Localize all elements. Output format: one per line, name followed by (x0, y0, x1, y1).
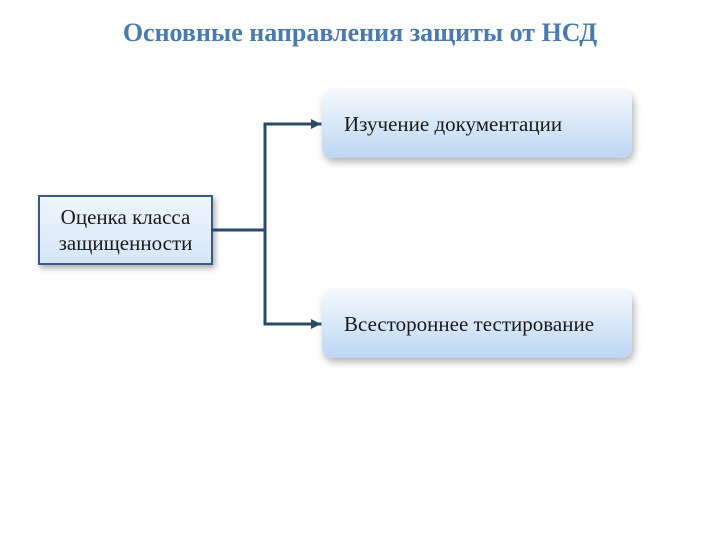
page-title: Основные направления защиты от НСД (0, 18, 720, 48)
root-node-label: Оценка классазащищенности (59, 204, 193, 257)
root-node: Оценка классазащищенности (38, 195, 213, 265)
child-node: Изучение документации (322, 90, 632, 158)
child-node-label: Изучение документации (344, 112, 562, 137)
child-node: Всестороннее тестирование (322, 290, 632, 358)
child-node-label: Всестороннее тестирование (344, 312, 594, 337)
connector-lines (0, 0, 720, 540)
